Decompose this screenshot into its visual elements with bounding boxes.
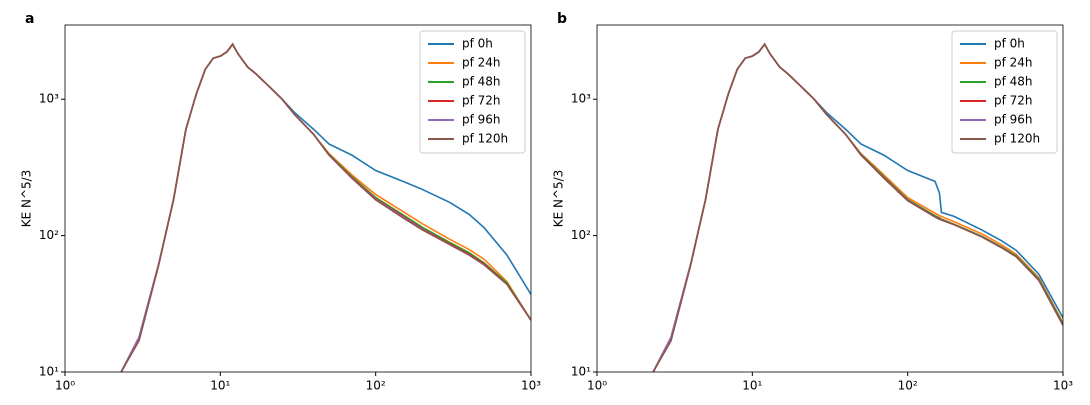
series-line <box>652 42 1063 372</box>
legend: pf 0h pf 24h pf 48h pf 72h pf 96h pf 120h <box>951 30 1058 154</box>
x-tick-label: 10² <box>898 379 918 393</box>
x-tick-label: 10¹ <box>742 379 762 393</box>
legend-label: pf 24h <box>462 56 501 70</box>
legend-label: pf 48h <box>462 75 501 89</box>
y-tick-label: 10³ <box>571 92 591 106</box>
axes-frame <box>596 24 1064 373</box>
y-tick-label: 10² <box>39 228 59 242</box>
legend-label: pf 48h <box>994 75 1033 89</box>
legend-label: pf 0h <box>462 37 493 51</box>
panel-label: a <box>25 11 34 27</box>
axes-frame <box>64 24 532 373</box>
x-tick-label: 10⁰ <box>587 379 607 393</box>
series-line <box>120 42 531 372</box>
y-tick-label: 10¹ <box>39 365 59 379</box>
x-tick-label: 10⁰ <box>55 379 75 393</box>
y-tick-label: 10³ <box>39 92 59 106</box>
x-tick-label: 10³ <box>1053 379 1073 393</box>
legend-label: pf 96h <box>994 113 1033 127</box>
legend-box <box>419 30 526 154</box>
legend-label: pf 72h <box>994 94 1033 108</box>
plot-area <box>652 42 1063 372</box>
legend-box <box>951 30 1058 154</box>
legend-label: pf 120h <box>462 132 508 146</box>
legend-label: pf 72h <box>462 94 501 108</box>
legend: pf 0h pf 24h pf 48h pf 72h pf 96h pf 120h <box>419 30 526 154</box>
legend-label: pf 120h <box>994 132 1040 146</box>
legend-label: pf 0h <box>994 37 1025 51</box>
y-tick-label: 10¹ <box>571 365 591 379</box>
y-tick-label: 10² <box>571 228 591 242</box>
y-axis-label: KE N^5/3 <box>20 170 34 228</box>
plot-area <box>120 42 531 372</box>
panel-label: b <box>557 11 567 27</box>
x-tick-label: 10² <box>366 379 386 393</box>
legend-label: pf 24h <box>994 56 1033 70</box>
legend-label: pf 96h <box>462 113 501 127</box>
x-tick-label: 10¹ <box>210 379 230 393</box>
x-tick-label: 10³ <box>521 379 541 393</box>
y-axis-label: KE N^5/3 <box>552 170 566 228</box>
